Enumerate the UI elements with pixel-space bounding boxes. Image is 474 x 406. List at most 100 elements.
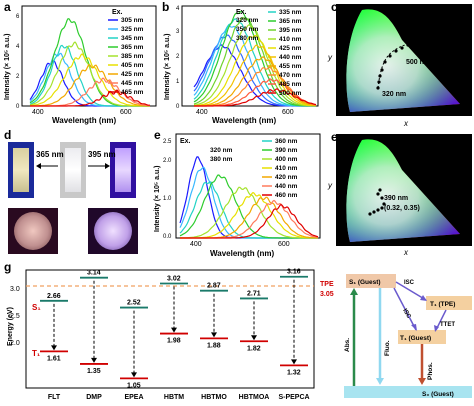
panel-a: a Intensity (× 10⁵ a.u.) Wavelength (nm)… (0, 0, 160, 125)
emission-curve (180, 186, 318, 239)
legend-entry: 465 nm (121, 89, 144, 96)
compound-name: DMP (86, 394, 102, 401)
panel-a-xlabel: Wavelength (nm) (52, 116, 116, 125)
fluo-label: Fluo. (384, 340, 391, 356)
panel-b-xlabel: Wavelength (nm) (212, 116, 276, 125)
tick: 4 (16, 44, 20, 50)
legend-entry: 320 nm (210, 147, 233, 154)
tick: 1.0 (163, 196, 172, 202)
legend-entry: 405 nm (121, 62, 144, 69)
cie-point (382, 202, 386, 206)
legend-entry: 460 nm (275, 192, 298, 199)
panel-b-curves (193, 10, 317, 107)
arrow-head (131, 372, 137, 378)
legend-entry: 420 nm (275, 174, 298, 181)
arrow-head (171, 327, 177, 333)
arrow-label-365: 365 nm (36, 150, 64, 159)
emission-curve (193, 24, 316, 107)
arrow-head (251, 335, 257, 341)
s1-guest-box (346, 274, 396, 288)
energy-scheme-diagram: S₁ (Guest) T₁ (TPE) T₁ (Guest) S₀ (Guest… (344, 274, 472, 398)
compound-name: FLT (48, 394, 61, 401)
panel-b-ylabel: Intensity (× 10⁵ a.u.) (164, 34, 171, 101)
panel-label-d: d (4, 128, 12, 142)
cie-point (377, 80, 381, 84)
t1-guest-box (398, 330, 446, 344)
t1-value: 1.88 (207, 342, 221, 349)
panel-e2-points (368, 188, 386, 216)
legend-entry: 485 nm (279, 81, 302, 88)
tick: 400 (196, 109, 208, 116)
legend-entry: 385 nm (121, 53, 144, 60)
panel-b-legend: 320 nm 350 nm 380 nm 335 nm 365 nm 395 nm 410 … (236, 9, 302, 97)
compound-name: S-PEPCA (278, 394, 309, 401)
emission-curve (180, 196, 318, 239)
ttet-label: TTET (440, 322, 455, 328)
t1-tpe-label: T₁ (TPE) (430, 301, 455, 308)
panel-label-e: e (154, 128, 161, 142)
legend-entry: 500 nm (279, 90, 302, 97)
photo-daylight (60, 142, 86, 198)
emission-curve (180, 191, 318, 239)
panel-e-plot: Intensity (× 10⁵ a.u.) Wavelength (nm) 4… (154, 133, 321, 258)
cie-point (406, 43, 410, 47)
panel-e2-cie: y x 390 nm (0.32, 0.35) (327, 134, 472, 257)
cie-point (376, 86, 380, 90)
tick: 6 (16, 14, 20, 20)
tick: 3 (176, 29, 180, 35)
legend-title: Ex. (112, 9, 123, 16)
s1-value: 2.66 (47, 293, 61, 300)
emission-curve (194, 88, 317, 107)
compound-name: HBTM (164, 394, 184, 401)
panel-label-b: b (162, 0, 170, 14)
arrow-head (291, 359, 297, 365)
annotation: (0.32, 0.35) (384, 205, 420, 212)
tpe-value: 3.05 (320, 291, 334, 298)
legend-entry: 380 nm (236, 35, 259, 42)
legend-entry: 350 nm (236, 26, 259, 33)
emission-curve (29, 41, 150, 107)
t1-value: 1.35 (87, 368, 101, 375)
s0-guest-box (344, 386, 472, 398)
legend-entry: 400 nm (275, 156, 298, 163)
s1-value: 3.14 (87, 270, 101, 277)
panel-e2: e y x 390 nm (0.32, 0.3 (322, 128, 474, 257)
legend-entry: 365 nm (279, 18, 302, 25)
legend-entry: 390 nm (275, 147, 298, 154)
panel-e: e Intensity (× 10⁵ a.u.) Wavelength (nm)… (150, 128, 322, 258)
tick: 600 (278, 241, 290, 248)
cie-point (378, 74, 382, 78)
compound-name: HBTMOA (239, 394, 270, 401)
emission-curve (180, 203, 319, 239)
t1-value: 1.98 (167, 338, 181, 345)
legend-entry: 325 nm (121, 26, 144, 33)
panel-label-e2: e (331, 130, 338, 144)
cie-point (383, 60, 387, 64)
panel-e-curves (179, 156, 319, 239)
emission-curve (194, 34, 317, 107)
cie-point (380, 206, 384, 210)
legend-entry: 410 nm (275, 165, 298, 172)
tick: 600 (120, 109, 132, 116)
tick: 600 (282, 109, 294, 116)
panel-b-plot: Intensity (× 10⁵ a.u.) Wavelength (nm) 4… (164, 5, 319, 125)
tick: 2 (16, 74, 20, 80)
panel-label-a: a (4, 0, 11, 14)
panel-a-legend: 305 nm 325 nm 345 nm 365 nm 385 nm 405 nm 425 … (108, 17, 144, 96)
s1-axis-label: S₁ (32, 303, 41, 312)
panel-d-arrows (36, 163, 110, 169)
panel-a-ylabel: Intensity (× 10⁵ a.u.) (4, 34, 11, 101)
s1-value: 2.52 (127, 300, 141, 307)
photo-powder-365 (8, 208, 58, 254)
annotation: 500 nm (406, 59, 430, 66)
panel-b: b Intensity (× 10⁵ a.u.) Wavelength (nm)… (160, 0, 322, 125)
tick: 2.0 (163, 158, 172, 164)
panel-g: g Energy (eV) 3.0 2.5 2.0 S₁ T₁ 2.66 1.61… (0, 258, 340, 401)
s1-value: 3.02 (167, 275, 181, 282)
legend-entry: 360 nm (275, 138, 298, 145)
panel-c-xlabel: x (403, 119, 409, 128)
t1-tpe-box (426, 296, 472, 310)
t1-value: 1.05 (127, 382, 141, 389)
t1-value: 1.82 (247, 345, 261, 352)
panel-c-points (376, 42, 414, 90)
